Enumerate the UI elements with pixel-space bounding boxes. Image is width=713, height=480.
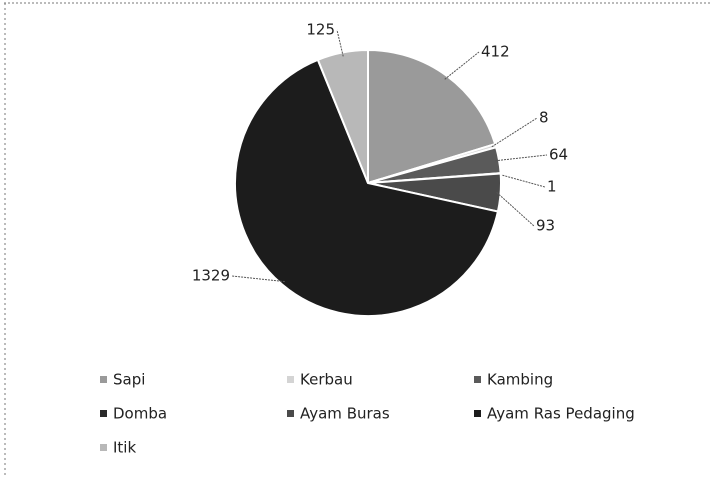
legend-label: Ayam Buras — [300, 405, 390, 423]
data-label: 8 — [539, 109, 549, 127]
data-label: 1329 — [192, 267, 230, 285]
legend-marker — [287, 376, 294, 383]
legend-label: Ayam Ras Pedaging — [487, 405, 635, 423]
legend-marker — [100, 444, 107, 451]
legend-label: Itik — [113, 439, 136, 457]
data-label: 1 — [547, 178, 557, 196]
leader-line — [491, 117, 538, 148]
data-label: 64 — [549, 146, 568, 164]
legend-label: Kerbau — [300, 371, 353, 389]
legend-label: Kambing — [487, 371, 553, 389]
legend-marker — [474, 410, 481, 417]
data-label: 412 — [481, 43, 510, 61]
pie-slice — [234, 58, 500, 317]
leader-line — [496, 173, 546, 188]
legend-marker — [100, 376, 107, 383]
pie-slice — [367, 48, 497, 185]
legend-marker — [287, 410, 294, 417]
leader-line — [444, 51, 480, 80]
leader-line — [496, 191, 535, 227]
leader-line — [495, 154, 548, 162]
legend-marker — [100, 410, 107, 417]
data-label: 93 — [536, 217, 555, 235]
data-label: 125 — [306, 21, 335, 39]
legend-marker — [474, 376, 481, 383]
leader-line — [336, 29, 344, 57]
legend-label: Sapi — [113, 371, 145, 389]
legend-label: Domba — [113, 405, 167, 423]
